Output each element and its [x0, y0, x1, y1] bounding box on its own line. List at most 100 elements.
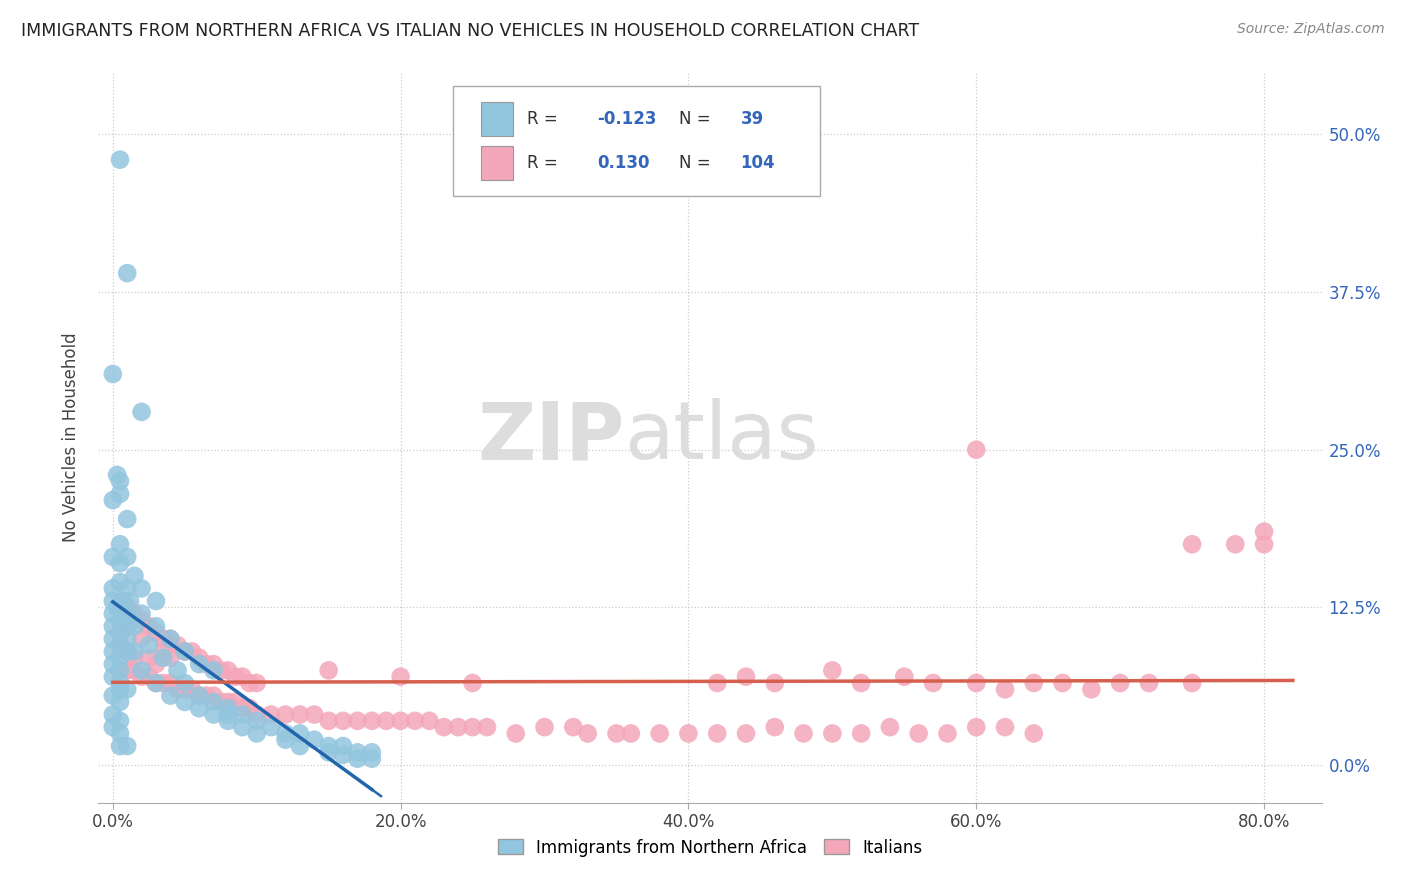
Point [115, 266, 138, 280]
Point [131, 607, 153, 621]
Point [108, 664, 131, 678]
Point [304, 707, 326, 722]
Point [131, 632, 153, 646]
Point [1225, 537, 1247, 551]
Point [1253, 537, 1275, 551]
Point [346, 745, 368, 759]
Point [188, 701, 211, 715]
Point [138, 638, 160, 652]
Point [360, 752, 382, 766]
Point [115, 607, 138, 621]
Point [763, 676, 786, 690]
Point [202, 664, 225, 678]
Point [965, 720, 987, 734]
Text: -0.123: -0.123 [598, 110, 657, 128]
Point [101, 607, 124, 621]
Point [188, 657, 211, 671]
Point [1181, 537, 1204, 551]
Point [108, 153, 131, 167]
Text: R =: R = [526, 153, 562, 172]
Point [202, 695, 225, 709]
Point [115, 549, 138, 564]
Point [115, 619, 138, 633]
Point [108, 682, 131, 697]
Point [108, 739, 131, 753]
Point [115, 644, 138, 658]
Point [576, 726, 599, 740]
Point [404, 714, 426, 728]
Point [108, 575, 131, 590]
Point [108, 638, 131, 652]
Point [105, 600, 128, 615]
Text: IMMIGRANTS FROM NORTHERN AFRICA VS ITALIAN NO VEHICLES IN HOUSEHOLD CORRELATION : IMMIGRANTS FROM NORTHERN AFRICA VS ITALI… [21, 22, 920, 40]
Point [849, 726, 872, 740]
Point [821, 726, 844, 740]
Point [108, 625, 131, 640]
Text: atlas: atlas [624, 398, 818, 476]
Point [108, 600, 131, 615]
Point [922, 676, 945, 690]
Point [159, 632, 181, 646]
Point [678, 726, 700, 740]
FancyBboxPatch shape [453, 86, 820, 195]
Point [101, 707, 124, 722]
Point [246, 707, 269, 722]
Point [173, 676, 195, 690]
Point [893, 670, 915, 684]
Point [447, 720, 470, 734]
Point [735, 670, 758, 684]
Point [231, 720, 253, 734]
Point [238, 676, 260, 690]
Point [145, 657, 167, 671]
Point [620, 726, 643, 740]
Point [159, 689, 181, 703]
Point [274, 707, 297, 722]
Point [735, 726, 758, 740]
Point [195, 689, 218, 703]
Point [101, 549, 124, 564]
Text: 39: 39 [741, 110, 763, 128]
Point [108, 676, 131, 690]
Point [131, 664, 153, 678]
Point [101, 582, 124, 596]
Point [108, 726, 131, 740]
Point [115, 582, 138, 596]
Point [101, 632, 124, 646]
Point [202, 657, 225, 671]
Point [108, 638, 131, 652]
Point [124, 644, 146, 658]
Point [706, 676, 728, 690]
Text: 0.130: 0.130 [598, 153, 650, 172]
Point [124, 619, 146, 633]
Point [115, 644, 138, 658]
Point [260, 720, 283, 734]
Point [288, 726, 311, 740]
Point [217, 714, 239, 728]
Point [188, 689, 211, 703]
Point [1022, 676, 1045, 690]
Point [648, 726, 671, 740]
Point [332, 739, 354, 753]
Point [346, 752, 368, 766]
Point [332, 714, 354, 728]
Point [375, 714, 398, 728]
Point [389, 670, 412, 684]
FancyBboxPatch shape [481, 102, 513, 136]
Point [101, 594, 124, 608]
Text: ZIP: ZIP [477, 398, 624, 476]
Point [115, 632, 138, 646]
Point [108, 487, 131, 501]
Point [475, 720, 498, 734]
Point [965, 442, 987, 457]
Point [115, 739, 138, 753]
Point [105, 467, 128, 482]
Point [145, 625, 167, 640]
Point [101, 619, 124, 633]
Point [246, 714, 269, 728]
Point [152, 676, 174, 690]
Point [217, 707, 239, 722]
Point [108, 664, 131, 678]
Point [907, 726, 929, 740]
Point [188, 650, 211, 665]
Point [360, 745, 382, 759]
